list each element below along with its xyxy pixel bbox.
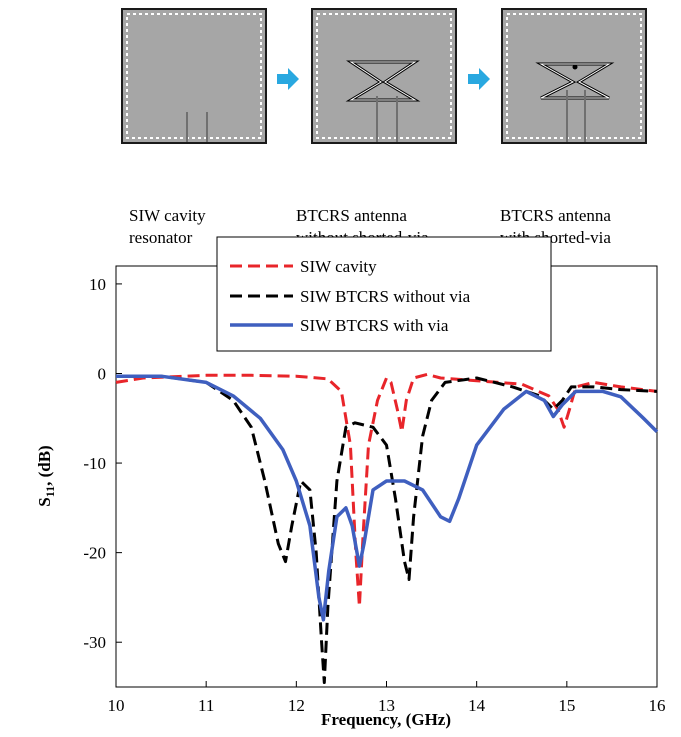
right-arrow-icon <box>468 68 490 90</box>
btcrs-with-via-drawing <box>506 13 642 142</box>
x-tick-label: 12 <box>288 696 305 715</box>
right-arrow-icon <box>277 68 299 90</box>
x-axis-title: Frequency, (GHz) <box>321 710 451 729</box>
series-siw-cavity <box>115 372 658 608</box>
x-tick-label: 10 <box>108 696 125 715</box>
s11-chart: 10 0 -10 -20 -30 10 11 12 13 14 15 16 SIW cavity S… <box>35 236 666 729</box>
y-axis-title: S11, (dB) <box>35 445 57 506</box>
btcrs-without-via-drawing <box>316 13 452 142</box>
legend-label-siw-cavity: SIW cavity <box>300 257 377 276</box>
panel-btcrs-with-via <box>501 8 647 144</box>
series-btcrs-without-via <box>116 374 658 684</box>
caption-siw-cavity: SIW cavity resonator <box>129 206 206 247</box>
y-tick-label: -20 <box>83 544 106 563</box>
x-axis-ticks: 10 11 12 13 14 15 16 <box>108 681 666 715</box>
y-tick-label: -30 <box>83 633 106 652</box>
siw-cavity-drawing <box>126 13 262 142</box>
series-btcrs-with-via <box>116 374 659 622</box>
legend-label-without-via: SIW BTCRS without via <box>300 287 471 306</box>
legend-label-with-via: SIW BTCRS with via <box>300 316 449 335</box>
chart-series <box>115 372 659 684</box>
y-tick-label: 10 <box>89 275 106 294</box>
y-tick-label: 0 <box>98 364 107 383</box>
x-tick-label: 15 <box>558 696 575 715</box>
x-tick-label: 13 <box>378 696 395 715</box>
legend-box <box>216 236 552 352</box>
panel-siw-cavity <box>121 8 267 144</box>
x-tick-label: 14 <box>468 696 486 715</box>
legend: SIW cavity SIW BTCRS without via SIW BTC… <box>216 236 552 352</box>
x-tick-label: 11 <box>198 696 214 715</box>
panel-btcrs-without-via <box>311 8 457 144</box>
x-tick-label: 16 <box>649 696 666 715</box>
y-tick-label: -10 <box>83 454 106 473</box>
y-axis-ticks: 10 0 -10 -20 -30 <box>83 275 122 652</box>
